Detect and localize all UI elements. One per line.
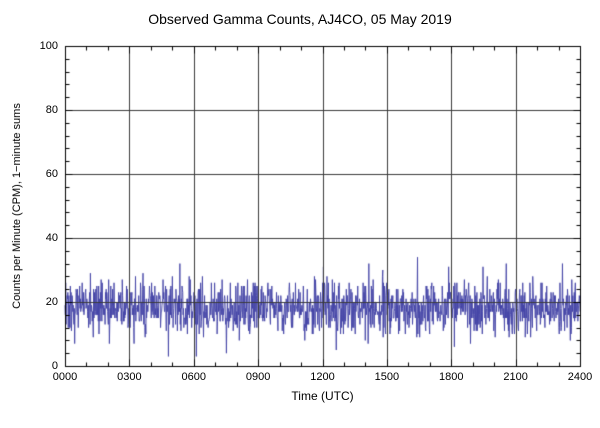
chart-title: Observed Gamma Counts, AJ4CO, 05 May 201… (148, 11, 452, 27)
x-tick-label: 0900 (245, 371, 271, 383)
y-tick-label: 80 (45, 104, 58, 116)
x-tick-label: 0000 (52, 371, 78, 383)
y-axis-label: Counts per Minute (CPM), 1−minute sums (11, 103, 23, 309)
x-tick-label: 2100 (503, 371, 528, 383)
y-tick-label: 0 (51, 360, 58, 372)
x-tick-label: 1200 (310, 371, 335, 383)
x-tick-label: 0600 (181, 371, 206, 383)
x-tick-label: 1800 (439, 371, 464, 383)
y-tick-label: 40 (45, 232, 58, 244)
y-tick-label: 100 (39, 40, 58, 52)
x-tick-label: 1500 (374, 371, 400, 383)
y-tick-label: 60 (45, 168, 58, 180)
x-tick-label: 0300 (117, 371, 142, 383)
x-axis-label: Time (UTC) (291, 389, 354, 403)
y-tick-label: 20 (45, 296, 58, 308)
x-tick-label: 2400 (567, 371, 593, 383)
